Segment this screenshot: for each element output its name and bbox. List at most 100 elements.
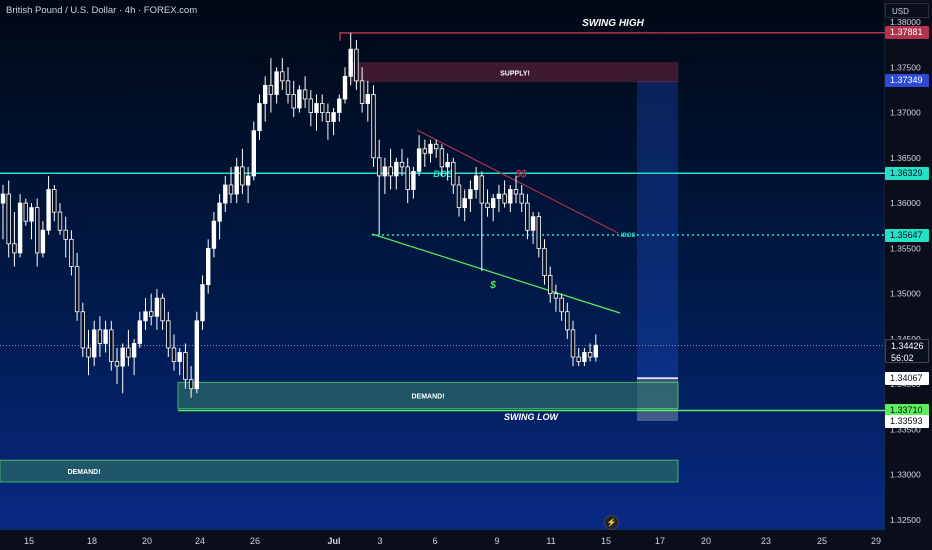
candle-body bbox=[411, 170, 416, 190]
candle-body bbox=[319, 103, 325, 113]
time-tick-label: 20 bbox=[142, 536, 152, 546]
price-tick-label: 1.32500 bbox=[890, 515, 921, 525]
candle-body bbox=[593, 344, 598, 358]
time-tick-label: 25 bbox=[817, 536, 827, 546]
candle-body bbox=[422, 148, 427, 154]
price-label-value: 1.33710 bbox=[890, 404, 923, 415]
candle-body bbox=[565, 311, 570, 331]
candle-body bbox=[52, 189, 57, 213]
demand-label-2: DEMAND! bbox=[67, 469, 100, 476]
candle-body bbox=[262, 84, 268, 104]
time-tick-label: 6 bbox=[432, 536, 437, 546]
candle-body bbox=[445, 161, 450, 168]
candle-body bbox=[473, 175, 479, 190]
countdown-timer: 56:02 bbox=[891, 353, 914, 364]
price-label: 1.35647 bbox=[885, 228, 929, 242]
candle-body bbox=[217, 202, 222, 222]
candle-body bbox=[143, 311, 148, 322]
candle-body bbox=[160, 297, 165, 322]
price-label: 1.34067 bbox=[885, 371, 929, 385]
liquidity-lower-label: $ bbox=[489, 280, 496, 291]
candle-body bbox=[245, 175, 251, 186]
lower-trendline bbox=[371, 233, 621, 314]
price-label: 1.34426 56:02 bbox=[885, 339, 929, 364]
candle-body bbox=[468, 189, 473, 199]
candle-body bbox=[171, 347, 177, 362]
upper-trendline bbox=[416, 129, 619, 234]
candle-body bbox=[109, 329, 114, 362]
candle-body bbox=[302, 89, 308, 100]
candle-body bbox=[479, 175, 484, 204]
candle-body bbox=[137, 320, 142, 344]
time-tick-label: 23 bbox=[761, 536, 771, 546]
price-tick-label: 1.34500 bbox=[890, 334, 921, 344]
candle-body bbox=[86, 347, 91, 358]
price-tick-label: 1.37000 bbox=[890, 108, 921, 118]
lightning-icon[interactable]: ⚡ bbox=[604, 515, 619, 530]
candle-body bbox=[451, 161, 456, 186]
candle-body bbox=[570, 329, 576, 358]
candle-body bbox=[416, 148, 422, 172]
projection-zone bbox=[637, 80, 678, 379]
candle-body bbox=[513, 189, 519, 195]
candle-body bbox=[354, 48, 359, 82]
candle-body bbox=[154, 297, 160, 317]
candle-body bbox=[23, 202, 28, 222]
time-tick-label: 11 bbox=[546, 536, 555, 546]
candle-body bbox=[223, 184, 228, 204]
price-axis-bg bbox=[885, 0, 932, 550]
candle-body bbox=[35, 207, 40, 254]
candle-body bbox=[394, 161, 399, 177]
candle-body bbox=[228, 184, 234, 195]
candle-body bbox=[0, 193, 6, 204]
demand-zone-1 bbox=[177, 381, 679, 410]
candle-body bbox=[359, 80, 365, 104]
candle-body bbox=[530, 216, 536, 231]
candle-body bbox=[587, 352, 593, 358]
price-tick-label: 1.36500 bbox=[890, 153, 921, 163]
time-tick-label: 15 bbox=[601, 536, 611, 546]
candle-body bbox=[456, 184, 462, 209]
price-tick-label: 1.35000 bbox=[890, 289, 921, 299]
candle-body bbox=[342, 75, 348, 100]
candle-body bbox=[46, 189, 51, 231]
price-label-value: 1.37349 bbox=[890, 75, 923, 86]
candle-body bbox=[166, 320, 171, 349]
candle-body bbox=[280, 71, 285, 82]
candle-body bbox=[131, 343, 137, 358]
price-label: 1.33593 bbox=[885, 414, 929, 428]
candle-body bbox=[285, 80, 291, 95]
currency-label[interactable]: USD bbox=[885, 3, 929, 18]
time-tick-label: 24 bbox=[195, 536, 205, 546]
candle-body bbox=[314, 103, 319, 113]
candle-body bbox=[257, 103, 262, 132]
time-tick-label: 20 bbox=[701, 536, 711, 546]
candle-body bbox=[97, 329, 103, 344]
price-label-value: 1.37881 bbox=[890, 27, 923, 38]
demand-zone-2 bbox=[0, 459, 679, 483]
price-label-value: 1.33593 bbox=[890, 415, 923, 426]
candle-body bbox=[57, 211, 63, 231]
candle-body bbox=[80, 311, 85, 349]
candle-body bbox=[582, 352, 587, 362]
time-tick-label: 26 bbox=[250, 536, 260, 546]
price-label-value: 1.34067 bbox=[890, 372, 923, 383]
candle-body bbox=[542, 247, 547, 276]
candle-body bbox=[365, 94, 370, 104]
candle-body bbox=[6, 193, 11, 245]
candle-body bbox=[399, 161, 405, 168]
candle-body bbox=[490, 198, 496, 209]
candle-body bbox=[496, 193, 502, 199]
candle-body bbox=[337, 98, 342, 113]
candle-body bbox=[433, 143, 439, 150]
candle-body bbox=[274, 71, 279, 95]
candle-body bbox=[188, 379, 194, 390]
candle-body bbox=[308, 98, 313, 113]
time-tick-label: 29 bbox=[871, 536, 881, 546]
candle-body bbox=[382, 166, 388, 177]
candle-body bbox=[114, 361, 120, 367]
time-tick-label: 3 bbox=[377, 536, 382, 546]
candle-body bbox=[376, 157, 382, 177]
price-label-value: 1.35647 bbox=[890, 229, 923, 240]
